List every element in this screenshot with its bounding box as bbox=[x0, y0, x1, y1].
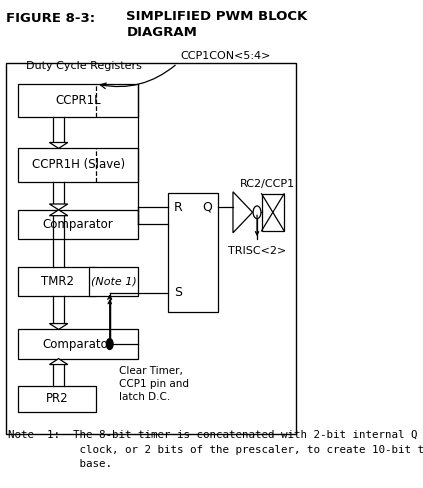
Bar bbox=[18, 148, 138, 182]
Bar bbox=[18, 329, 138, 359]
Text: TMR2: TMR2 bbox=[41, 275, 74, 288]
Text: Clear Timer,
CCP1 pin and
latch D.C.: Clear Timer, CCP1 pin and latch D.C. bbox=[119, 366, 189, 403]
Bar bbox=[18, 267, 96, 296]
Polygon shape bbox=[49, 210, 68, 216]
Polygon shape bbox=[49, 204, 68, 210]
Text: FIGURE 8-3:: FIGURE 8-3: bbox=[6, 12, 95, 25]
Polygon shape bbox=[49, 359, 68, 365]
Polygon shape bbox=[49, 142, 68, 148]
Text: RC2/CCP1: RC2/CCP1 bbox=[240, 179, 295, 189]
Bar bbox=[18, 84, 138, 117]
Bar bbox=[168, 193, 218, 312]
Text: Comparator: Comparator bbox=[43, 218, 113, 231]
Text: clock, or 2 bits of the prescaler, to create 10-bit time-: clock, or 2 bits of the prescaler, to cr… bbox=[8, 445, 423, 455]
Text: SIMPLIFIED PWM BLOCK
DIAGRAM: SIMPLIFIED PWM BLOCK DIAGRAM bbox=[126, 10, 308, 39]
Text: (Note 1): (Note 1) bbox=[91, 277, 136, 286]
Text: R: R bbox=[174, 201, 182, 214]
Text: Duty Cycle Registers: Duty Cycle Registers bbox=[25, 61, 141, 71]
Text: PR2: PR2 bbox=[46, 392, 69, 406]
Text: Comparator: Comparator bbox=[43, 338, 113, 350]
Text: base.: base. bbox=[8, 460, 112, 469]
Bar bbox=[18, 210, 138, 239]
Circle shape bbox=[107, 339, 113, 349]
Bar bbox=[6, 63, 296, 434]
Text: Note  1:  The 8-bit timer is concatenated with 2-bit internal Q: Note 1: The 8-bit timer is concatenated … bbox=[8, 430, 417, 440]
Text: CCP1CON<5:4>: CCP1CON<5:4> bbox=[180, 51, 271, 61]
Text: S: S bbox=[174, 286, 182, 299]
Polygon shape bbox=[49, 324, 68, 329]
Text: CCPR1H (Slave): CCPR1H (Slave) bbox=[32, 159, 125, 171]
Bar bbox=[18, 386, 96, 412]
Text: TRISC<2>: TRISC<2> bbox=[228, 246, 286, 256]
Text: CCPR1L: CCPR1L bbox=[55, 94, 101, 107]
Text: Q: Q bbox=[203, 201, 212, 214]
Bar bbox=[261, 194, 284, 231]
Bar bbox=[89, 267, 138, 296]
